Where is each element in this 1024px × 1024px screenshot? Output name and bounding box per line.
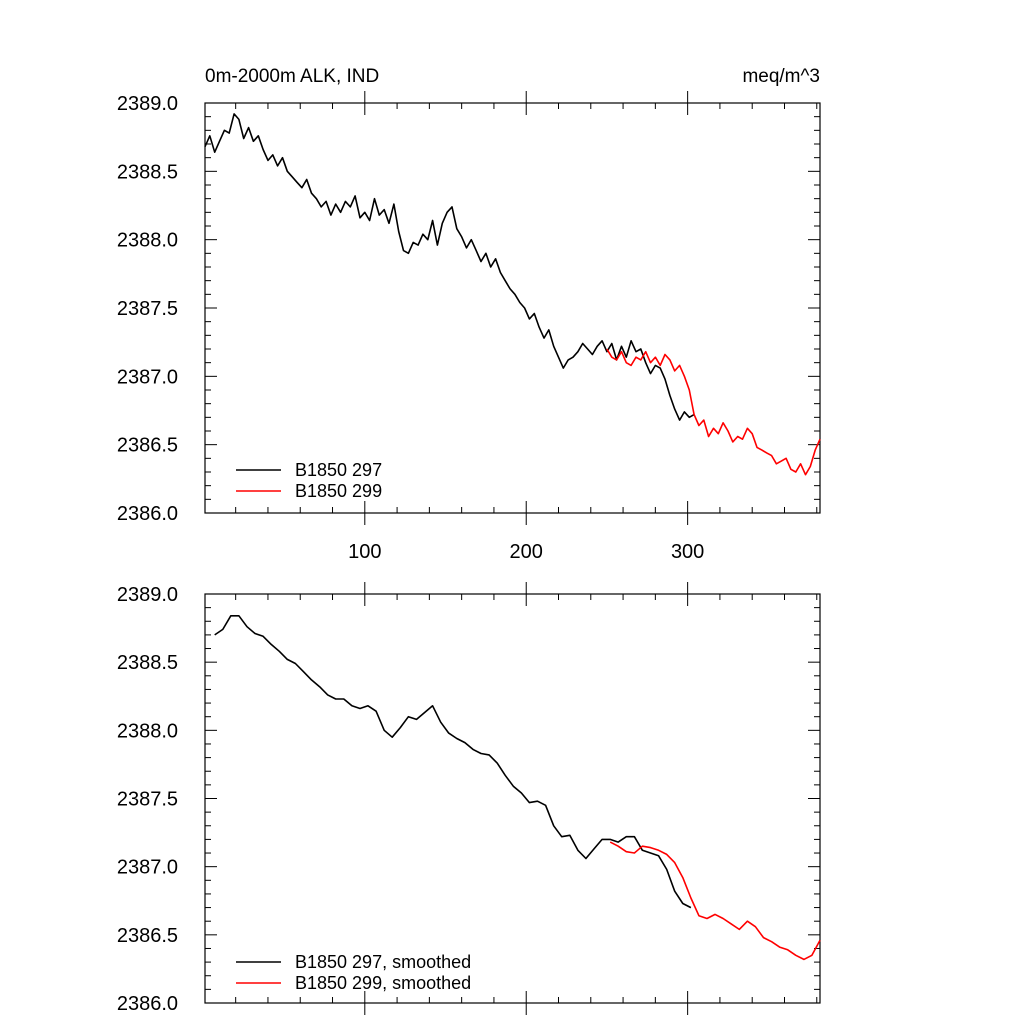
y-tick-label: 2386.5 — [117, 925, 178, 947]
series-line-2 — [609, 841, 821, 961]
y-tick-label: 2387.0 — [117, 366, 178, 388]
units-label: meq/m^3 — [742, 66, 820, 87]
series-line-1 — [214, 614, 692, 909]
plot-frame — [204, 593, 821, 1004]
y-tick-label: 2387.0 — [117, 857, 178, 879]
legend-label-1: B1850 297 — [295, 460, 382, 480]
legend-label-2: B1850 299 — [295, 481, 382, 501]
top-panel: 0m-2000m ALK, IND meq/m^3 2386.0 2386.5 23… — [117, 66, 821, 563]
bottom-panel: 2386.0 2386.5 2387.0 2387.5 2388.0 2388.5 2389… — [117, 582, 821, 1015]
y-tick-label: 2387.5 — [117, 298, 178, 320]
y-tick-label: 2388.0 — [117, 230, 178, 252]
y-tick-label: 2387.5 — [117, 789, 178, 811]
y-tick-label: 2388.5 — [117, 161, 178, 183]
x-tick-label: 100 — [348, 541, 381, 563]
y-tick-label: 2389.0 — [117, 584, 178, 606]
x-tick-label: 200 — [510, 541, 543, 563]
plot-frame — [204, 102, 821, 514]
legend-label-1: B1850 297, smoothed — [295, 952, 471, 972]
chart-title: 0m-2000m ALK, IND — [205, 66, 379, 87]
y-tick-label: 2388.5 — [117, 652, 178, 674]
y-tick-label: 2386.0 — [117, 503, 178, 525]
y-tick-label: 2386.0 — [117, 993, 178, 1015]
x-tick-label: 300 — [671, 541, 704, 563]
series-line-2 — [606, 348, 821, 476]
y-tick-label: 2388.0 — [117, 720, 178, 742]
y-tick-label: 2386.5 — [117, 435, 178, 457]
y-tick-label: 2389.0 — [117, 93, 178, 115]
legend-label-2: B1850 299, smoothed — [295, 973, 471, 993]
series-line-1 — [204, 113, 695, 421]
